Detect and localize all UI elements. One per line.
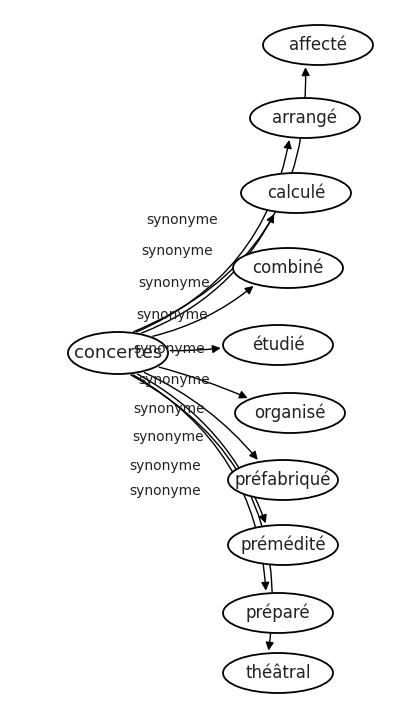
Text: synonyme: synonyme bbox=[136, 308, 208, 322]
FancyArrowPatch shape bbox=[131, 375, 272, 649]
Text: arrangé: arrangé bbox=[272, 109, 337, 127]
FancyArrowPatch shape bbox=[136, 141, 290, 332]
FancyArrowPatch shape bbox=[141, 216, 273, 333]
Text: synonyme: synonyme bbox=[132, 430, 204, 444]
Text: combiné: combiné bbox=[252, 259, 323, 277]
Ellipse shape bbox=[262, 25, 372, 65]
Ellipse shape bbox=[223, 653, 332, 693]
Text: théâtral: théâtral bbox=[244, 664, 310, 682]
Ellipse shape bbox=[223, 325, 332, 365]
Text: synonyme: synonyme bbox=[129, 484, 200, 498]
Text: synonyme: synonyme bbox=[129, 459, 201, 473]
Text: synonyme: synonyme bbox=[141, 244, 213, 258]
Text: synonyme: synonyme bbox=[133, 342, 204, 356]
Text: synonyme: synonyme bbox=[133, 402, 204, 416]
Text: étudié: étudié bbox=[251, 336, 304, 354]
FancyArrowPatch shape bbox=[159, 367, 246, 398]
Ellipse shape bbox=[249, 98, 359, 138]
Ellipse shape bbox=[228, 525, 337, 565]
FancyArrowPatch shape bbox=[133, 375, 268, 589]
Text: calculé: calculé bbox=[266, 184, 324, 202]
Text: affecté: affecté bbox=[288, 36, 346, 54]
Ellipse shape bbox=[235, 393, 344, 433]
Text: préparé: préparé bbox=[245, 604, 310, 622]
Ellipse shape bbox=[68, 332, 168, 374]
Text: synonyme: synonyme bbox=[138, 276, 210, 290]
Text: synonyme: synonyme bbox=[146, 213, 218, 227]
FancyArrowPatch shape bbox=[144, 373, 256, 459]
Ellipse shape bbox=[228, 460, 337, 500]
FancyArrowPatch shape bbox=[152, 287, 252, 337]
Text: organisé: organisé bbox=[254, 404, 325, 422]
Ellipse shape bbox=[240, 173, 350, 213]
Text: concertes: concertes bbox=[74, 344, 162, 362]
Text: synonyme: synonyme bbox=[138, 373, 209, 387]
Text: préfabriqué: préfabriqué bbox=[234, 471, 330, 489]
Ellipse shape bbox=[223, 593, 332, 633]
FancyArrowPatch shape bbox=[137, 374, 265, 522]
FancyArrowPatch shape bbox=[170, 346, 219, 352]
FancyArrowPatch shape bbox=[133, 69, 308, 332]
Text: prémédité: prémédité bbox=[240, 536, 325, 554]
Ellipse shape bbox=[233, 248, 342, 288]
